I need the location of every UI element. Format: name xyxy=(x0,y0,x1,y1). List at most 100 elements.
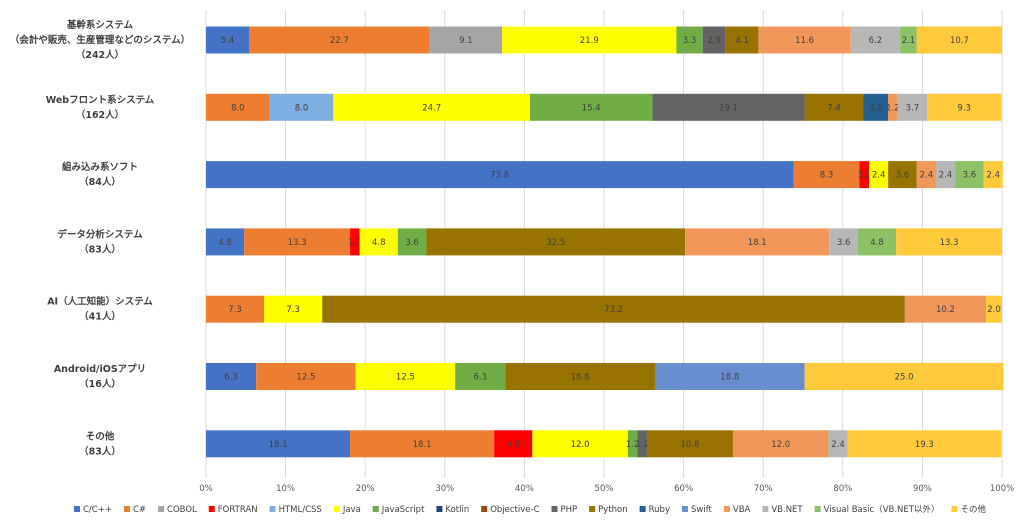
legend-label: VBA xyxy=(733,505,751,515)
data-label: 4.1 xyxy=(735,36,749,46)
legend-swatch xyxy=(208,506,215,512)
x-tick-label: 40% xyxy=(515,484,534,494)
category-label: （83人） xyxy=(79,243,121,255)
data-label: 4.8 xyxy=(372,238,386,248)
bar-segment xyxy=(206,295,265,323)
bar-segment xyxy=(896,228,1002,256)
bar-segment xyxy=(732,430,829,458)
data-label: 6.2 xyxy=(869,36,883,46)
x-tick-label: 10% xyxy=(276,484,295,494)
legend-label: Swift xyxy=(691,505,713,515)
legend-label: Kotlin xyxy=(445,505,469,515)
legend-label: C# xyxy=(133,505,146,515)
data-label: 9.3 xyxy=(957,103,971,113)
bar-segment xyxy=(206,161,794,189)
bar-segment xyxy=(206,93,270,121)
category-label: AI（人工知能）システム xyxy=(47,296,153,308)
bar-segment xyxy=(900,26,917,54)
category-label: （162人） xyxy=(76,109,124,121)
legend-label: FORTRAN xyxy=(218,505,258,515)
legend-swatch xyxy=(639,506,646,512)
bar-segment xyxy=(646,430,733,458)
data-label: 24.7 xyxy=(422,103,441,113)
data-label: 10.7 xyxy=(950,36,969,46)
category-label: （84人） xyxy=(79,176,121,188)
data-label: 11.6 xyxy=(795,36,814,46)
bar-segment xyxy=(269,93,334,121)
data-label: 15.4 xyxy=(582,103,601,113)
data-label: 1.2 xyxy=(886,103,900,113)
bar-segment xyxy=(264,295,323,323)
data-label: 18.1 xyxy=(269,440,288,450)
data-label: 18.8 xyxy=(720,373,739,383)
data-label: 7.3 xyxy=(286,305,300,315)
data-label: 6.3 xyxy=(473,373,487,383)
bar-segment xyxy=(637,430,647,458)
bar-segment xyxy=(654,363,805,390)
data-label: 3.7 xyxy=(906,103,920,113)
bar-segment xyxy=(916,161,936,189)
legend-label: COBOL xyxy=(167,505,197,515)
bar-segment xyxy=(350,430,495,458)
bar-segment xyxy=(494,430,533,458)
category-label: 組み込み系ソフト xyxy=(62,161,138,173)
data-label: 13.3 xyxy=(940,238,959,248)
bar-segment xyxy=(916,26,1002,54)
bar-segment xyxy=(888,161,917,189)
data-label: 8.3 xyxy=(820,171,834,181)
legend-swatch xyxy=(158,506,165,512)
category-label: 基幹系システム xyxy=(66,19,134,31)
legend-swatch xyxy=(951,506,958,512)
data-label: 18.1 xyxy=(748,238,767,248)
bar-segment xyxy=(333,93,530,121)
legend-swatch xyxy=(74,506,80,512)
legend-label: C/C++ xyxy=(83,505,112,515)
data-label: 2.4 xyxy=(986,171,1000,181)
bar-segment xyxy=(397,228,427,256)
bar-segment xyxy=(850,26,901,54)
legend-swatch xyxy=(481,506,488,512)
bar-segment xyxy=(955,161,984,189)
bar-segment xyxy=(904,295,987,323)
bar-segment xyxy=(897,93,928,121)
legend-item: Ruby xyxy=(639,505,670,515)
legend: C/C++ C# COBOL FORTRAN HTML/CSS Java JavaScrip… xyxy=(74,504,986,515)
x-tick-label: 60% xyxy=(674,484,693,494)
data-label: 1.2 xyxy=(858,171,872,181)
bar-segment xyxy=(248,26,430,54)
category-label: （16人） xyxy=(79,378,121,390)
data-label: 13.3 xyxy=(288,238,307,248)
bar-segment xyxy=(676,26,703,54)
bar-segment xyxy=(793,161,860,189)
legend-item: VBA xyxy=(723,505,751,515)
data-label: 2.4 xyxy=(872,171,886,181)
x-tick-label: 20% xyxy=(356,484,375,494)
data-label: 2.0 xyxy=(987,305,1001,315)
data-label: 32.5 xyxy=(546,238,565,248)
data-label: 73.2 xyxy=(604,305,623,315)
legend-swatch xyxy=(436,506,443,512)
bar-segment xyxy=(927,93,1002,121)
data-label: 12.5 xyxy=(396,373,415,383)
bar-segment xyxy=(532,430,628,458)
bar-segment xyxy=(847,430,1002,458)
category-label: Webフロント系システム xyxy=(46,94,155,106)
bar-segment xyxy=(350,228,360,256)
legend-label: Ruby xyxy=(649,505,670,515)
bar-segment xyxy=(355,363,456,390)
data-label: 1.2 xyxy=(348,238,362,248)
bar-segment xyxy=(888,93,898,121)
data-label: 3.1 xyxy=(869,103,883,113)
category-label: （242人） xyxy=(76,49,124,61)
legend-swatch xyxy=(333,506,340,512)
bar-segment xyxy=(455,363,506,390)
category-label: その他 xyxy=(86,430,115,442)
bar-segment xyxy=(725,26,759,54)
x-tick-label: 100% xyxy=(990,484,1014,494)
data-label: 7.3 xyxy=(228,305,242,315)
bar-segment xyxy=(983,161,1003,189)
bar-segment xyxy=(429,26,503,54)
legend-item: C# xyxy=(123,505,146,515)
data-label: 3.6 xyxy=(405,238,419,248)
data-label: 3.6 xyxy=(837,238,851,248)
